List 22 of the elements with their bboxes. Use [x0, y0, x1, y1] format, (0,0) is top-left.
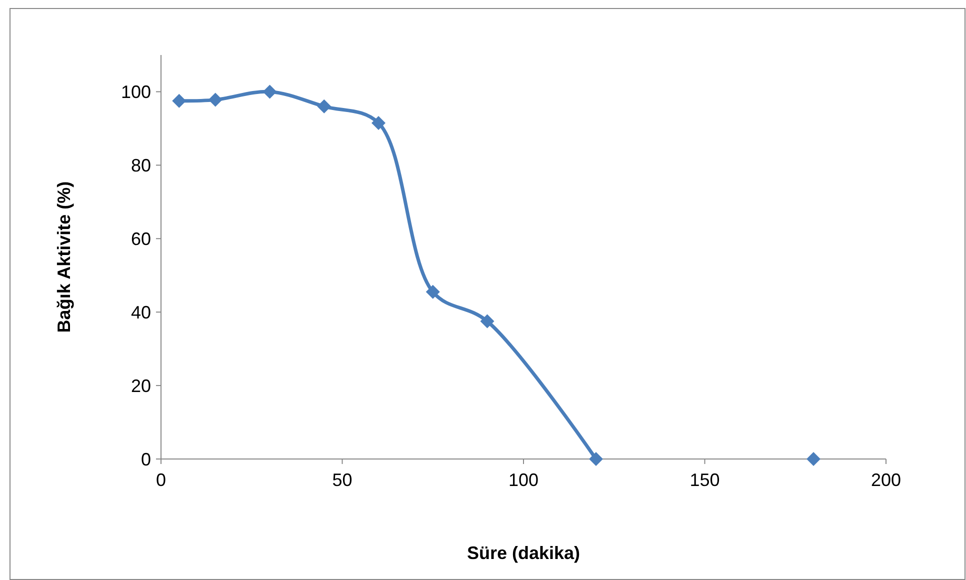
point — [806, 452, 820, 466]
y-tick-label: 80 — [130, 155, 151, 176]
y-tick-label: 40 — [130, 302, 151, 322]
y-tick-label: 20 — [130, 376, 151, 396]
y-tick-label: 100 — [120, 82, 151, 102]
x-tick-label: 0 — [156, 470, 166, 490]
point — [317, 99, 332, 114]
x-tick-label: 150 — [690, 470, 720, 490]
point — [208, 92, 222, 107]
x-tick-label: 200 — [870, 470, 902, 490]
point — [262, 84, 277, 99]
y-tick-label: 60 — [130, 228, 151, 249]
point — [589, 452, 603, 466]
x-axis-title: Süre (dakika) — [466, 543, 580, 563]
y-axis-title: Bağık Aktivite (%) — [54, 181, 74, 333]
point — [426, 284, 440, 299]
point — [480, 314, 494, 328]
x-tick-label: 50 — [332, 470, 352, 490]
y-tick-label: 0 — [140, 449, 151, 470]
x-tick-label: 100 — [508, 470, 539, 490]
point — [172, 94, 186, 108]
point — [372, 116, 386, 130]
